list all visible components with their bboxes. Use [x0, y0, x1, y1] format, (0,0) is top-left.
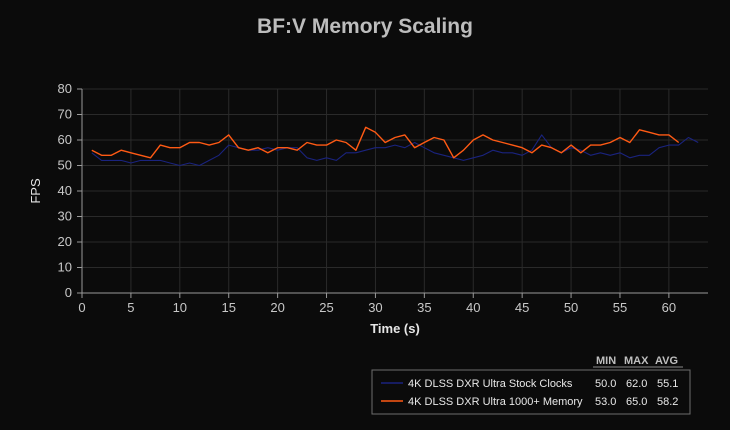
x-tick-label: 20 [270, 300, 284, 315]
chart-title: BF:V Memory Scaling [257, 15, 473, 38]
grid [82, 88, 708, 293]
legend-avg-stock: 55.1 [657, 378, 678, 390]
x-tick-label: 55 [613, 300, 627, 315]
legend-box [371, 369, 691, 415]
y-axis-label: FPS [28, 178, 43, 204]
y-tick-label: 70 [58, 107, 72, 122]
y-tick-label: 30 [58, 209, 72, 224]
x-tick-label: 50 [564, 300, 578, 315]
legend-avg-memory: 58.2 [657, 396, 678, 408]
y-tick-label: 60 [58, 132, 72, 147]
y-tick-label: 80 [58, 81, 72, 96]
x-tick-label: 15 [221, 300, 235, 315]
legend-max-memory: 65.0 [626, 396, 647, 408]
x-tick-label: 60 [662, 300, 676, 315]
x-tick-label: 0 [78, 300, 85, 315]
series-line-stock-clocks [91, 134, 699, 167]
tick-labels: 0 10 20 30 40 50 60 70 80 0 5 10 15 20 25 30 35 40 45 50 55 6… [58, 81, 677, 315]
x-tick-label: 10 [173, 300, 187, 315]
legend-min-stock: 50.0 [595, 378, 616, 390]
legend-header-max: MAX [624, 355, 649, 367]
series-line-1000-memory [91, 126, 680, 159]
legend: MIN MAX AVG 4K DLSS DXR Ultra Stock Cloc… [371, 355, 691, 415]
x-tick-label: 30 [368, 300, 382, 315]
series-lines [91, 126, 699, 167]
x-tick-label: 45 [515, 300, 529, 315]
y-tick-label: 20 [58, 234, 72, 249]
x-axis-label: Time (s) [370, 321, 420, 336]
legend-header-avg: AVG [655, 355, 678, 367]
legend-label-memory: 4K DLSS DXR Ultra 1000+ Memory [408, 396, 583, 408]
y-tick-label: 40 [58, 183, 72, 198]
legend-label-stock: 4K DLSS DXR Ultra Stock Clocks [408, 378, 573, 390]
x-tick-label: 35 [417, 300, 431, 315]
y-tick-label: 50 [58, 158, 72, 173]
legend-max-stock: 62.0 [626, 378, 647, 390]
legend-header-min: MIN [596, 355, 616, 367]
y-tick-label: 0 [65, 285, 72, 300]
x-tick-label: 25 [319, 300, 333, 315]
axes [77, 88, 708, 298]
x-tick-label: 40 [466, 300, 480, 315]
x-tick-label: 5 [127, 300, 134, 315]
y-tick-label: 10 [58, 260, 72, 275]
legend-min-memory: 53.0 [595, 396, 616, 408]
